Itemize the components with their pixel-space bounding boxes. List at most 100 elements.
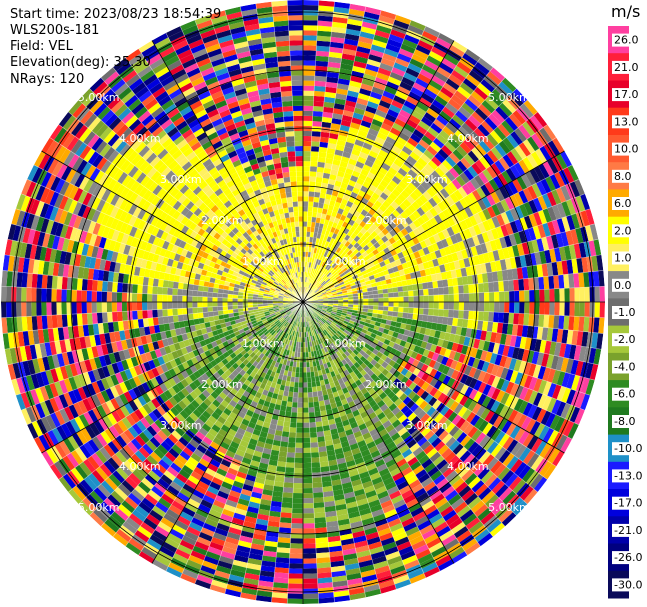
gate-cell bbox=[271, 101, 283, 109]
gate-cell bbox=[314, 222, 320, 229]
gate-cell bbox=[255, 205, 263, 213]
gate-cell bbox=[278, 295, 284, 298]
gate-cell bbox=[350, 282, 356, 287]
gate-cell bbox=[388, 33, 404, 44]
gate-cell bbox=[446, 253, 454, 263]
gate-cell bbox=[535, 148, 548, 164]
gate-cell bbox=[91, 246, 99, 258]
gate-cell bbox=[311, 285, 316, 291]
gate-cell bbox=[449, 192, 460, 204]
gate-cell bbox=[205, 188, 215, 198]
gate-cell bbox=[551, 234, 559, 249]
gate-cell bbox=[275, 214, 281, 221]
gate-cell bbox=[349, 175, 359, 183]
gate-cell bbox=[197, 211, 206, 220]
gate-cell bbox=[454, 129, 467, 142]
gate-cell bbox=[434, 95, 448, 107]
gate-cell bbox=[182, 314, 189, 321]
gate-cell bbox=[451, 114, 465, 127]
gate-cell bbox=[524, 290, 530, 302]
gate-cell bbox=[113, 241, 122, 253]
gate-cell bbox=[91, 154, 104, 168]
gate-cell bbox=[394, 184, 404, 194]
gate-cell bbox=[451, 69, 466, 83]
gate-cell bbox=[317, 207, 323, 214]
gate-cell bbox=[4, 348, 13, 365]
gate-cell bbox=[439, 264, 446, 273]
gate-cell bbox=[561, 201, 572, 217]
gate-cell bbox=[177, 302, 183, 309]
gate-cell bbox=[86, 95, 101, 110]
gate-cell bbox=[80, 162, 92, 177]
gate-cell bbox=[286, 222, 292, 229]
gate-cell bbox=[516, 243, 525, 256]
gate-cell bbox=[138, 145, 150, 158]
gate-cell bbox=[328, 282, 334, 287]
gate-cell bbox=[290, 70, 303, 76]
gate-cell bbox=[330, 243, 336, 250]
gate-cell bbox=[212, 140, 223, 150]
gate-cell bbox=[379, 275, 386, 282]
gate-cell bbox=[282, 106, 293, 112]
gate-cell bbox=[271, 152, 281, 160]
gate-cell bbox=[202, 296, 208, 302]
gate-cell bbox=[205, 226, 213, 234]
gate-cell bbox=[559, 288, 565, 302]
gate-cell bbox=[277, 284, 283, 289]
gate-cell bbox=[287, 281, 292, 287]
gate-cell bbox=[463, 293, 470, 302]
gate-cell bbox=[135, 336, 143, 347]
gate-cell bbox=[205, 162, 216, 172]
gate-cell bbox=[44, 189, 55, 205]
gate-cell bbox=[404, 225, 413, 234]
gate-cell bbox=[228, 68, 242, 77]
gate-cell bbox=[261, 262, 268, 269]
gate-cell bbox=[252, 230, 260, 237]
gate-cell bbox=[318, 202, 324, 209]
gate-cell bbox=[59, 250, 67, 265]
gate-cell bbox=[377, 183, 386, 193]
gate-cell bbox=[420, 116, 434, 127]
gate-cell bbox=[174, 73, 189, 85]
gate-cell bbox=[224, 317, 231, 323]
gate-cell bbox=[189, 325, 196, 332]
gate-cell bbox=[42, 356, 51, 371]
gate-cell bbox=[549, 248, 557, 263]
gate-cell bbox=[313, 106, 324, 112]
gate-cell bbox=[208, 282, 215, 288]
gate-cell bbox=[303, 20, 318, 26]
gate-cell bbox=[11, 302, 17, 318]
gate-cell bbox=[187, 307, 193, 315]
gate-cell bbox=[217, 149, 228, 159]
gate-cell bbox=[200, 29, 216, 39]
gate-cell bbox=[50, 176, 61, 192]
gate-cell bbox=[310, 268, 314, 274]
gate-cell bbox=[359, 248, 366, 255]
gate-cell bbox=[507, 246, 515, 258]
gate-cell bbox=[108, 239, 117, 252]
gate-cell bbox=[315, 258, 320, 265]
gate-cell bbox=[96, 157, 108, 171]
gate-cell bbox=[342, 151, 352, 159]
gate-cell bbox=[303, 256, 306, 262]
gate-cell bbox=[324, 96, 336, 104]
gate-cell bbox=[291, 85, 303, 91]
gate-cell bbox=[292, 262, 296, 268]
gate-cell bbox=[72, 156, 84, 172]
gate-cell bbox=[100, 201, 111, 214]
gate-cell bbox=[168, 322, 175, 331]
gate-cell bbox=[463, 228, 473, 239]
gate-cell bbox=[288, 206, 294, 213]
gate-cell bbox=[141, 114, 155, 127]
gate-cell bbox=[333, 281, 339, 286]
gate-cell bbox=[229, 132, 240, 142]
gate-cell bbox=[205, 217, 214, 226]
gate-cell bbox=[317, 30, 332, 37]
gate-cell bbox=[467, 237, 476, 248]
gate-cell bbox=[474, 174, 485, 187]
gate-cell bbox=[408, 290, 414, 297]
gate-cell bbox=[334, 283, 340, 288]
gate-cell bbox=[295, 166, 303, 172]
gate-cell bbox=[132, 284, 138, 294]
gate-cell bbox=[463, 284, 469, 294]
